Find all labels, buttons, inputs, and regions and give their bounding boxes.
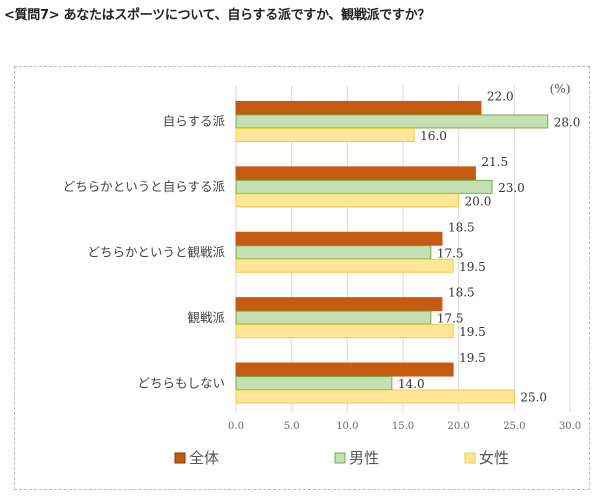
category-label: 自らする派 <box>163 114 226 129</box>
bar-女性 <box>235 258 454 273</box>
data-label: 19.5 <box>459 325 486 339</box>
data-label: 17.5 <box>437 312 464 326</box>
bar-男性 <box>235 114 549 129</box>
legend-swatch <box>174 452 186 464</box>
bar-全体 <box>235 297 443 312</box>
legend-label: 女性 <box>479 449 509 467</box>
data-label: 19.5 <box>459 260 486 274</box>
category-label: どちらかというと自らする派 <box>63 179 226 194</box>
bar-女性 <box>235 193 460 208</box>
category-label: どちらもしない <box>137 375 225 390</box>
data-label: 21.5 <box>481 155 508 169</box>
bar-女性 <box>235 389 515 404</box>
legend-swatch <box>464 452 476 464</box>
data-label: 23.0 <box>498 181 525 195</box>
data-label: 19.5 <box>459 351 486 365</box>
data-label: 14.0 <box>398 377 425 391</box>
x-tick-label: 15.0 <box>392 421 414 432</box>
bar-全体 <box>235 362 454 377</box>
bar-男性 <box>235 376 393 391</box>
data-label: 17.5 <box>437 246 464 260</box>
unit-label: (%) <box>550 82 571 96</box>
bar-女性 <box>235 127 415 142</box>
x-tick-label: 20.0 <box>448 421 470 432</box>
data-label: 20.0 <box>465 194 492 208</box>
x-tick-label: 25.0 <box>503 421 525 432</box>
x-tick-label: 30.0 <box>559 421 581 432</box>
bar-男性 <box>235 310 432 325</box>
data-label: 18.5 <box>448 286 475 300</box>
chart-frame <box>14 66 590 490</box>
x-tick-label: 10.0 <box>336 421 358 432</box>
bar-全体 <box>235 231 443 246</box>
bar-全体 <box>235 166 476 181</box>
data-label: 25.0 <box>520 391 547 405</box>
bar-男性 <box>235 179 493 194</box>
category-label: 観戦派 <box>187 310 225 325</box>
legend-label: 男性 <box>349 449 379 467</box>
data-label: 28.0 <box>554 115 581 129</box>
data-label: 18.5 <box>448 220 475 234</box>
category-label: どちらかというと観戦派 <box>87 245 225 260</box>
chart-title: <質問7> あなたはスポーツについて、自らする派ですか、観戦派ですか？ <box>4 8 431 23</box>
legend-label: 全体 <box>189 449 219 467</box>
legend-swatch <box>334 452 346 464</box>
data-label: 16.0 <box>420 129 447 143</box>
bar-全体 <box>235 100 482 115</box>
x-tick-label: 0.0 <box>228 421 244 432</box>
bar-女性 <box>235 324 454 339</box>
data-label: 22.0 <box>487 89 514 103</box>
x-tick-label: 5.0 <box>284 421 300 432</box>
bar-男性 <box>235 245 432 260</box>
